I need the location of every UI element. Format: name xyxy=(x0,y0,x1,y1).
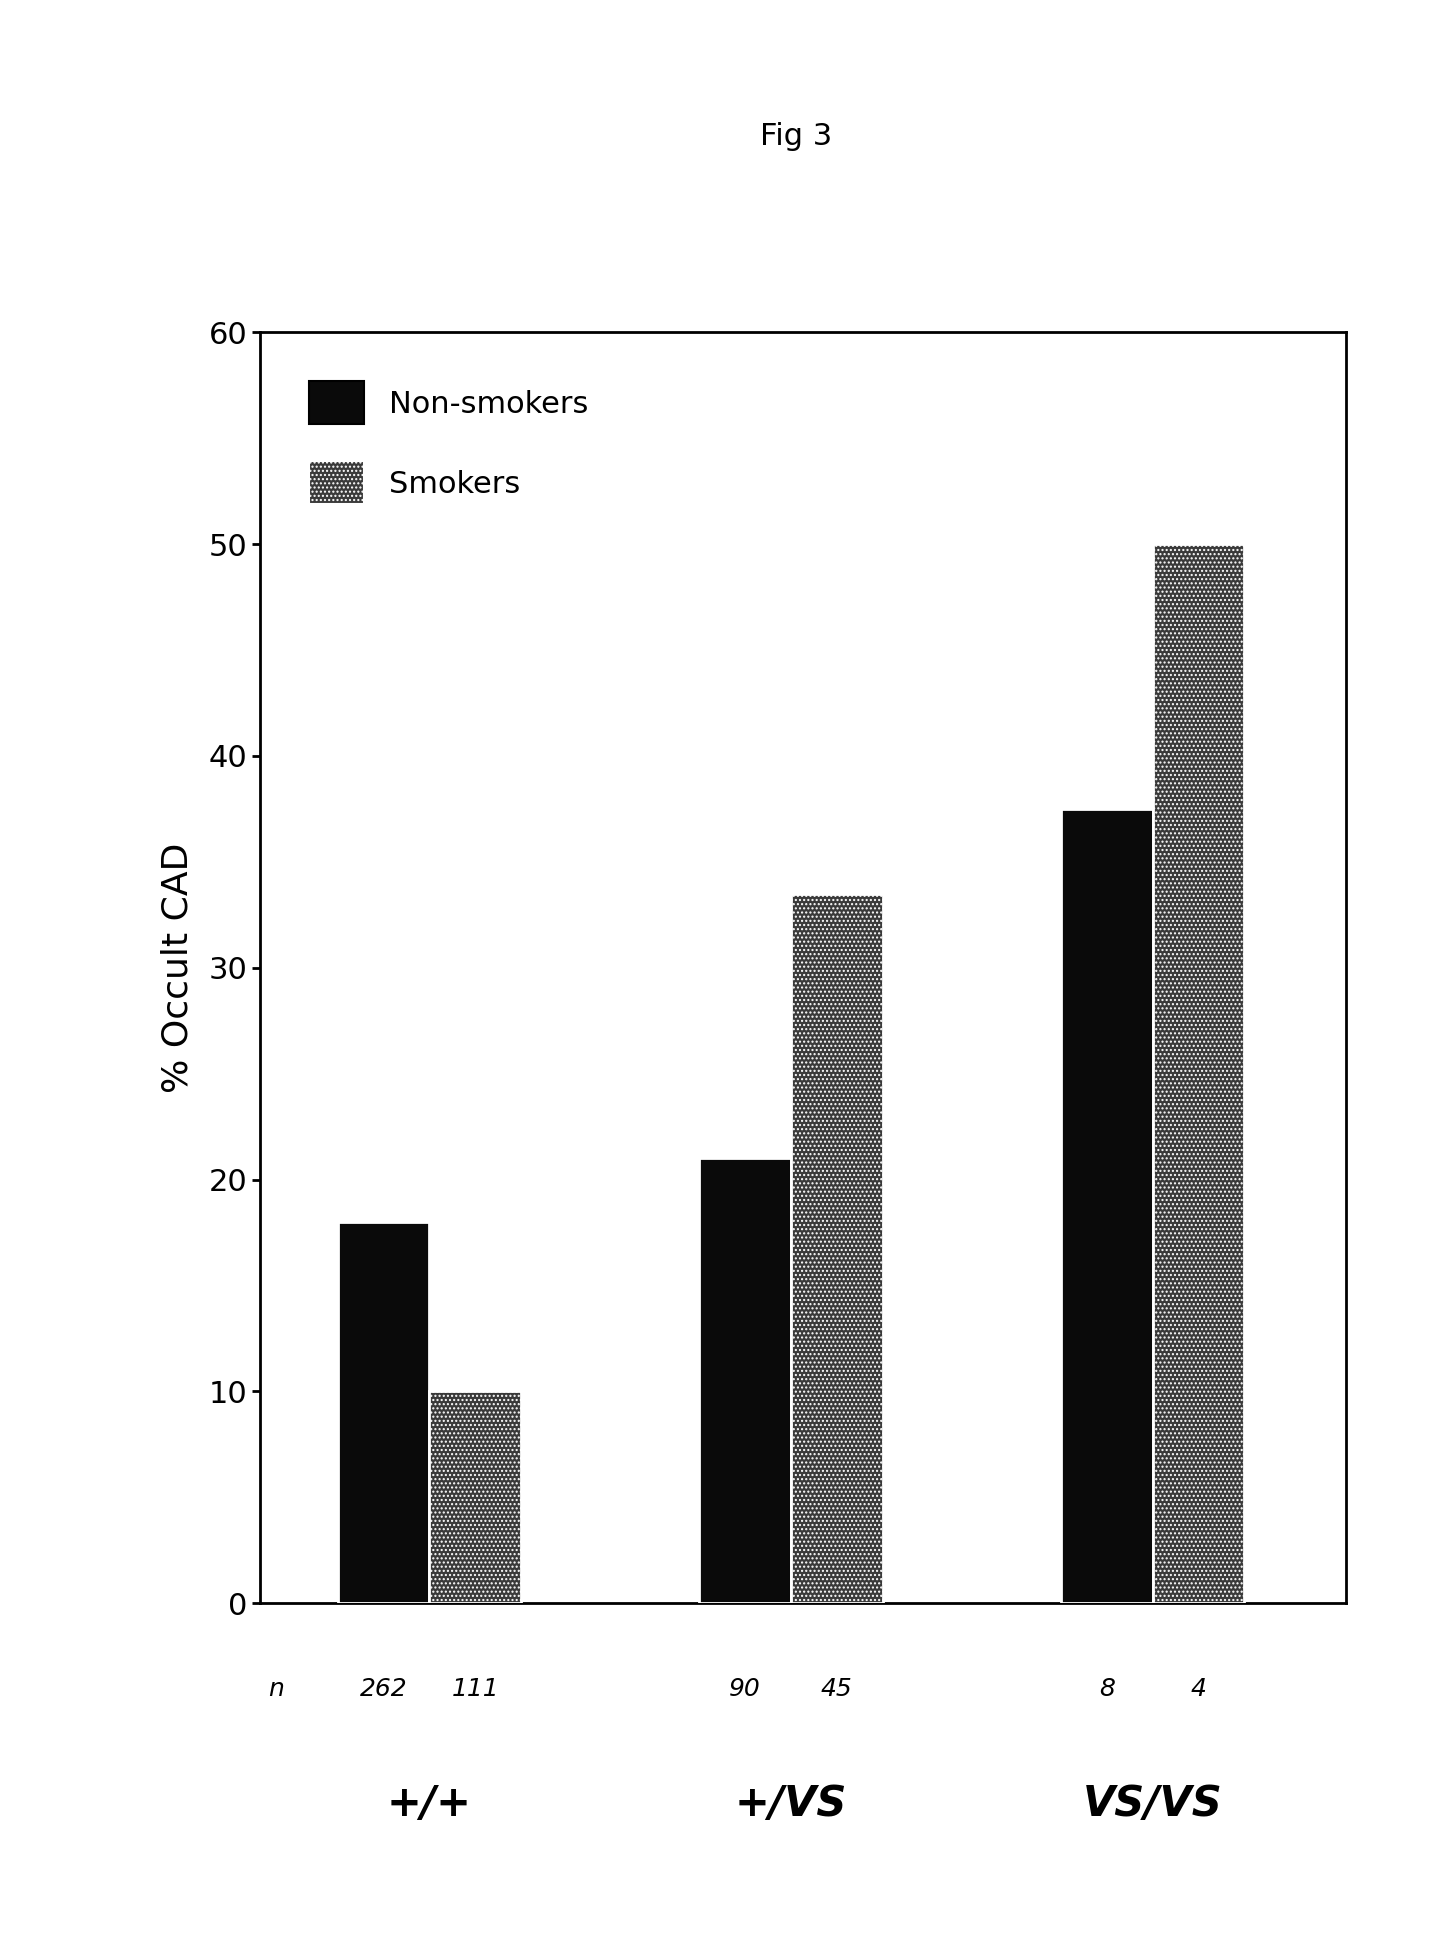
Text: +/+: +/+ xyxy=(386,1783,472,1826)
Text: 111: 111 xyxy=(451,1677,499,1701)
Bar xyxy=(1153,543,1244,1603)
Text: Fig 3: Fig 3 xyxy=(760,123,832,151)
Y-axis label: % Occult CAD: % Occult CAD xyxy=(161,843,194,1093)
Text: +/VS: +/VS xyxy=(735,1783,846,1826)
Bar xyxy=(1061,809,1153,1603)
Text: 8: 8 xyxy=(1100,1677,1114,1701)
Text: 45: 45 xyxy=(820,1677,852,1701)
Bar xyxy=(430,1392,521,1603)
Text: VS/VS: VS/VS xyxy=(1082,1783,1223,1826)
Text: 90: 90 xyxy=(729,1677,761,1701)
Legend: Non-smokers, Smokers: Non-smokers, Smokers xyxy=(297,369,601,516)
Bar xyxy=(699,1157,792,1603)
Text: 262: 262 xyxy=(360,1677,407,1701)
Text: 4: 4 xyxy=(1191,1677,1207,1701)
Bar xyxy=(337,1222,430,1603)
Bar xyxy=(792,893,883,1603)
Text: n: n xyxy=(268,1677,284,1701)
